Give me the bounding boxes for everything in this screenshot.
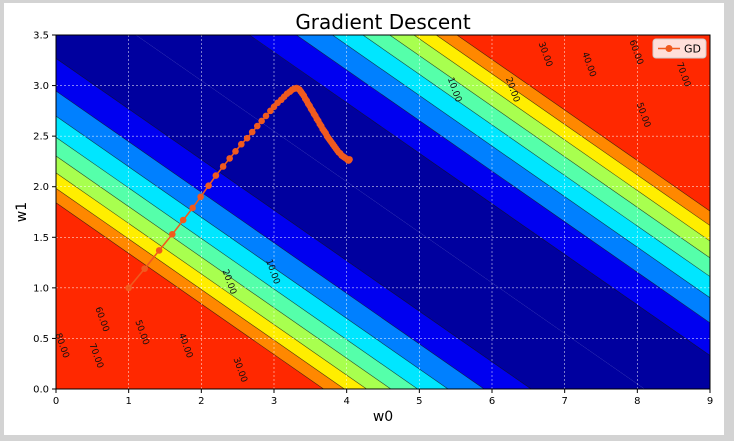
gd-point <box>262 112 270 120</box>
gd-point <box>243 134 251 142</box>
contour-bands <box>56 35 710 389</box>
gd-point <box>346 156 353 163</box>
y-tick-label: 0.0 <box>33 385 49 396</box>
gd-point <box>226 155 233 162</box>
legend-label-gd: GD <box>684 43 701 56</box>
gd-point <box>197 193 204 201</box>
gd-point <box>125 284 132 292</box>
gd-point <box>155 247 163 254</box>
gd-point <box>189 204 196 212</box>
gd-point <box>168 230 176 238</box>
legend-marker-swatch <box>665 45 673 52</box>
y-tick-label: 1.5 <box>33 233 49 244</box>
contour-line <box>332 35 710 299</box>
y-tick-label: 2.5 <box>33 132 49 143</box>
gd-point <box>179 216 187 224</box>
x-tick-label: 5 <box>416 396 422 407</box>
contour-line <box>362 35 710 277</box>
axes-frame <box>55 34 711 390</box>
x-tick-label: 4 <box>343 396 349 407</box>
contour-line <box>56 187 345 389</box>
contour-line <box>56 155 392 389</box>
grid-lines <box>56 35 710 389</box>
legend: GD <box>652 38 707 59</box>
chart-title: Gradient Descent <box>295 10 471 34</box>
x-axis-ticks: 0 1 2 3 4 5 6 7 8 9 <box>53 389 713 407</box>
x-axis-label: w0 <box>373 409 393 425</box>
gd-point <box>258 117 265 125</box>
gd-point <box>248 128 256 136</box>
x-tick-label: 7 <box>561 396 567 407</box>
y-tick-label: 3.5 <box>33 31 49 42</box>
contour-line <box>56 57 532 389</box>
contour-line <box>456 35 710 212</box>
gd-series <box>125 84 353 292</box>
contour-line <box>413 35 710 242</box>
contour-line <box>56 115 449 389</box>
y-axis-label: w1 <box>14 202 30 222</box>
contour-line <box>249 35 710 356</box>
x-tick-label: 3 <box>271 396 277 407</box>
x-tick-label: 9 <box>707 396 713 407</box>
x-tick-label: 1 <box>125 396 131 407</box>
gd-point <box>232 148 239 155</box>
contour-line <box>56 202 324 389</box>
y-tick-label: 2.0 <box>33 182 49 193</box>
gd-point <box>219 163 227 170</box>
x-tick-label: 6 <box>489 396 495 407</box>
y-tick-label: 3.0 <box>33 81 49 92</box>
plot-area: 10.0020.0030.0040.0050.0060.0070.0080.00… <box>56 35 710 389</box>
contour-line <box>296 35 710 324</box>
contour-band <box>135 35 710 389</box>
gd-point <box>212 172 220 179</box>
contour-line <box>56 136 418 389</box>
y-tick-label: 1.0 <box>33 283 49 294</box>
contour-line <box>56 172 367 389</box>
contour-line <box>389 35 710 259</box>
x-tick-label: 0 <box>53 396 59 407</box>
gd-point <box>238 140 245 148</box>
gd-point <box>141 265 148 272</box>
gd-point <box>253 122 261 130</box>
x-tick-label: 2 <box>198 396 204 407</box>
gd-point <box>205 182 212 190</box>
contour-line <box>436 35 710 226</box>
contour-band <box>56 35 645 389</box>
contour-line <box>56 90 485 389</box>
x-tick-label: 8 <box>634 396 640 407</box>
contour-lines <box>56 35 710 389</box>
y-axis-ticks: 0.0 0.5 1.0 1.5 2.0 2.5 3.0 3.5 <box>33 31 56 396</box>
y-tick-label: 0.5 <box>33 334 49 345</box>
